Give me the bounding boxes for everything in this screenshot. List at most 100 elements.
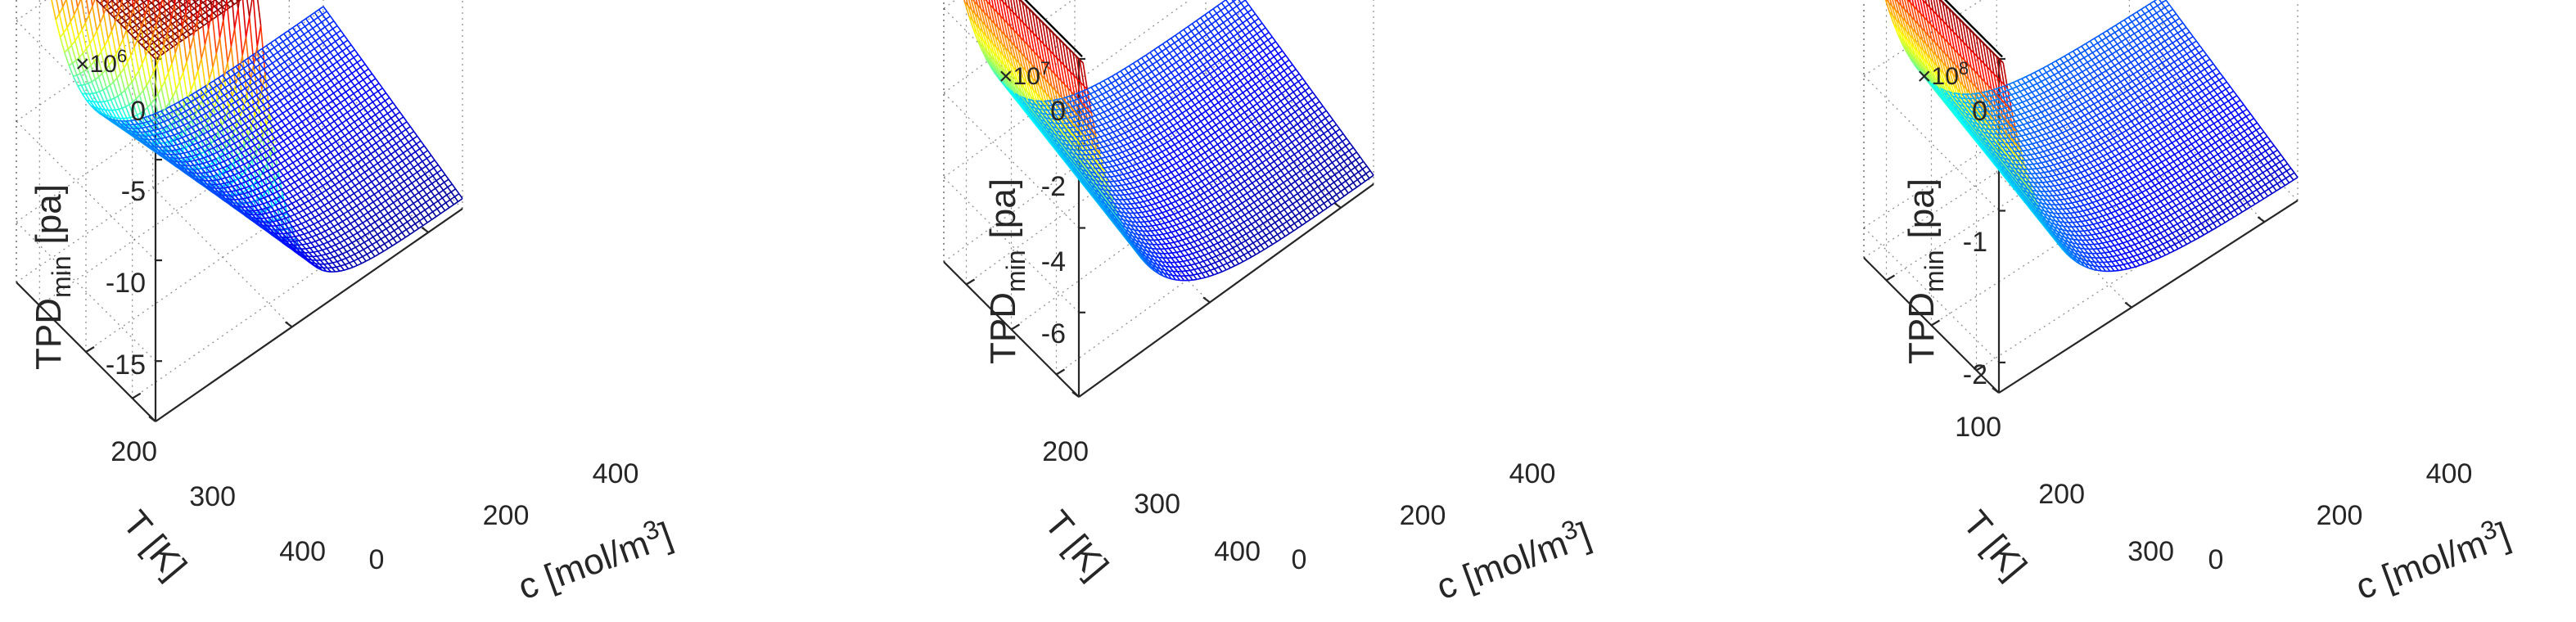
surface-mesh-line	[336, 196, 342, 203]
surface-mesh-line	[55, 19, 61, 38]
surface-mesh-line	[283, 65, 289, 70]
surface-mesh-line	[291, 203, 296, 209]
surface-mesh-line	[260, 119, 266, 125]
surface-mesh-line	[382, 148, 388, 153]
surface-mesh-line	[299, 171, 305, 178]
surface-mesh-line	[267, 168, 273, 172]
surface-mesh-line	[354, 246, 360, 253]
surface-mesh-line	[296, 224, 301, 231]
surface-mesh-line	[307, 205, 313, 209]
surface-mesh-line	[282, 38, 288, 43]
surface-mesh-line	[323, 167, 330, 171]
surface-mesh-line	[341, 225, 347, 230]
surface-mesh-line	[400, 237, 406, 241]
surface-mesh-line	[345, 152, 351, 157]
surface-mesh-line	[257, 0, 262, 26]
surface-mesh-line	[174, 0, 180, 5]
surface-mesh-line	[419, 217, 425, 222]
surface-mesh-line	[133, 47, 140, 71]
surface-mesh-line	[138, 90, 144, 96]
surface-mesh-line	[375, 248, 380, 255]
surface-mesh-line	[323, 31, 329, 36]
surface-mesh-line	[417, 169, 422, 174]
surface-mesh-line	[367, 181, 372, 186]
surface-mesh-line	[392, 234, 399, 239]
surface-mesh-line	[307, 236, 313, 240]
surface-mesh-line	[277, 147, 283, 152]
surface-mesh-line	[383, 177, 389, 182]
surface-mesh-line	[207, 95, 213, 100]
surface-mesh-line	[447, 183, 453, 188]
surface-mesh-line	[336, 259, 342, 263]
surface-mesh-line	[375, 110, 381, 115]
surface-mesh-line	[295, 164, 301, 169]
surface-mesh-line	[160, 88, 167, 109]
surface-mesh-line	[286, 172, 292, 178]
surface-mesh-line	[300, 223, 306, 229]
surface-mesh-line	[299, 205, 305, 211]
surface-mesh-line	[333, 53, 339, 58]
surface-mesh-line	[124, 17, 130, 22]
surface-mesh-line	[338, 79, 344, 83]
surface-mesh-line	[314, 245, 319, 248]
surface-mesh-line	[298, 178, 304, 185]
surface-mesh-line	[293, 218, 299, 222]
surface-mesh-line	[300, 61, 305, 66]
surface-mesh-line	[329, 252, 335, 258]
surface-mesh-line	[121, 0, 128, 30]
surface-mesh-line	[169, 43, 174, 47]
surface-mesh-line	[345, 52, 351, 56]
surface-mesh-line	[258, 203, 264, 206]
surface-mesh-line	[286, 169, 293, 174]
surface-mesh-line	[263, 201, 268, 205]
surface-mesh-line	[310, 175, 317, 180]
surface-mesh-line	[241, 37, 247, 56]
surface-mesh-line	[299, 233, 305, 237]
surface-mesh-line	[306, 212, 312, 216]
surface-mesh-line	[369, 121, 375, 126]
surface-mesh-line	[288, 127, 294, 132]
surface-mesh-line	[267, 133, 273, 138]
surface-mesh-line	[377, 95, 382, 100]
surface-mesh-line	[388, 202, 395, 206]
surface-mesh-line	[193, 5, 200, 10]
surface-mesh-line	[160, 16, 166, 20]
surface-mesh-line	[369, 228, 375, 233]
surface-mesh-line	[183, 0, 187, 13]
subplot-1: 0 -5 -10 -15 200 300 400 0 200 400 ×106 …	[16, 0, 678, 607]
surface-mesh-line	[264, 156, 270, 160]
surface-mesh-line	[333, 226, 338, 232]
surface-mesh-line	[336, 237, 341, 243]
surface-mesh-line	[348, 200, 354, 205]
surface-mesh-line	[422, 150, 428, 155]
surface-mesh-line	[318, 70, 325, 74]
surface-mesh-line	[325, 88, 331, 92]
surface-mesh-line	[238, 170, 244, 174]
surface-mesh-line	[308, 166, 314, 172]
surface-mesh-line	[92, 92, 97, 94]
surface-mesh-line	[356, 232, 362, 238]
surface-mesh-line	[157, 88, 162, 95]
surface-mesh-line	[55, 13, 61, 20]
surface-mesh-line	[111, 3, 116, 8]
surface-mesh-line	[346, 80, 352, 85]
surface-mesh-line	[296, 156, 303, 161]
surface-mesh-line	[276, 131, 281, 137]
surface-mesh-line	[323, 110, 328, 115]
surface-mesh-line	[192, 142, 198, 146]
surface-mesh-line	[138, 5, 143, 10]
surface-mesh-line	[271, 197, 277, 201]
surface-mesh-line	[301, 153, 307, 158]
surface-mesh-line	[244, 154, 250, 158]
surface-mesh-line	[126, 62, 133, 83]
surface-mesh-line	[330, 214, 336, 220]
surface-mesh-line	[314, 175, 320, 182]
surface-mesh-line	[337, 223, 343, 229]
surface-mesh-line	[329, 221, 335, 228]
surface-mesh-line	[386, 225, 391, 230]
surface-mesh-line	[318, 219, 323, 223]
surface-mesh-line	[313, 124, 318, 129]
surface-mesh-line	[372, 241, 377, 246]
surface-mesh-line	[402, 121, 408, 126]
surface-mesh-line	[171, 52, 176, 65]
